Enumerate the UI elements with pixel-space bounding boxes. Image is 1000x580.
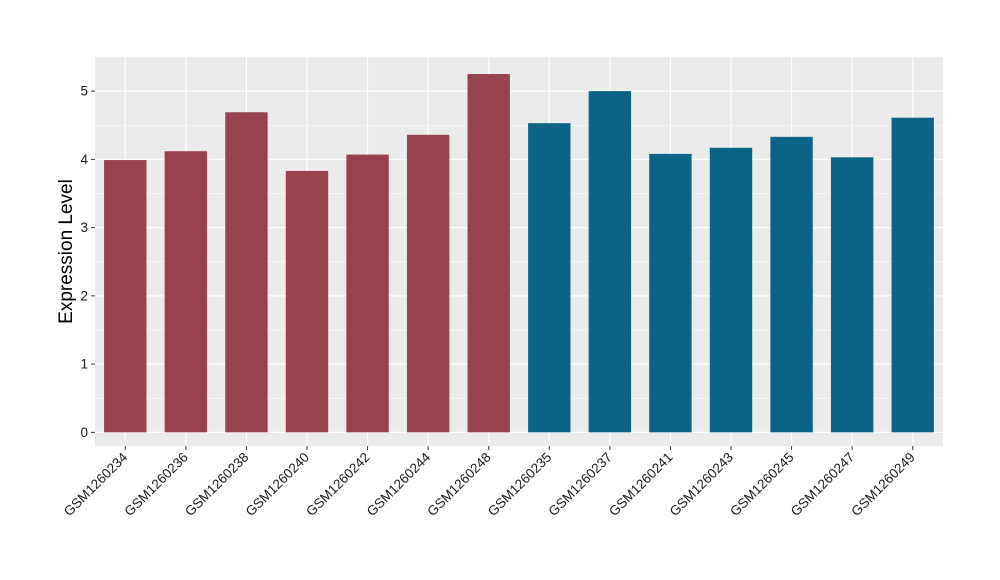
bar-GSM1260241 [649,153,692,433]
y-axis-title: Expression Level [56,179,77,324]
bar-GSM1260235 [528,123,571,433]
bar-GSM1260247 [830,157,874,433]
bar-GSM1260236 [164,151,208,433]
x-tick-label: GSM1260243 [667,450,737,520]
bar-GSM1260243 [709,147,753,433]
bar-GSM1260249 [891,117,934,433]
y-tick-label: 3 [80,220,88,235]
bar-GSM1260238 [225,112,268,433]
bar-GSM1260242 [346,154,389,433]
x-tick-label: GSM1260241 [606,450,676,520]
x-axis: GSM1260234GSM1260236GSM1260238GSM1260240… [61,446,918,519]
x-tick-label: GSM1260242 [303,450,373,520]
y-tick-label: 4 [80,152,88,167]
x-tick-label: GSM1260240 [243,450,313,520]
bar-GSM1260245 [770,136,813,433]
x-tick-label: GSM1260237 [545,450,615,520]
x-tick-label: GSM1260235 [485,450,555,520]
x-tick-label: GSM1260245 [727,450,797,520]
bar-GSM1260237 [588,91,632,433]
x-tick-label: GSM1260238 [182,450,252,520]
plot-panel [95,57,943,446]
y-tick-label: 5 [80,84,88,99]
y-tick-label: 2 [80,288,88,303]
y-tick-label: 1 [80,357,88,372]
y-tick-label: 0 [80,425,88,440]
bars [104,74,934,433]
bar-GSM1260244 [406,134,450,433]
bar-GSM1260248 [467,74,510,433]
bar-GSM1260234 [104,160,147,433]
x-tick-label: GSM1260248 [424,450,494,520]
x-tick-label: GSM1260247 [788,450,858,520]
x-tick-label: GSM1260236 [121,450,191,520]
x-tick-label: GSM1260249 [848,450,918,520]
y-axis: 0 1 2 3 4 5 [80,84,95,440]
bar-GSM1260240 [285,170,329,433]
